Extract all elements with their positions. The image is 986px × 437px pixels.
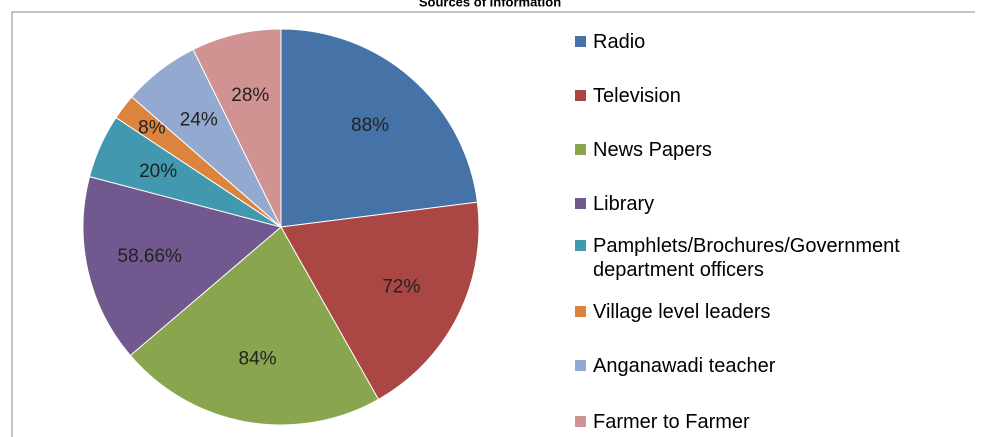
chart-title: Sources of Information <box>419 0 561 9</box>
pie-slice <box>280 201 480 401</box>
legend-label: Radio <box>593 31 646 53</box>
legend-swatch <box>575 198 586 209</box>
pie-slice <box>280 28 478 228</box>
legend-label: News Papers <box>593 139 712 161</box>
pie-slice <box>82 176 283 357</box>
pie-slice <box>129 226 380 426</box>
legend-swatch <box>575 144 586 155</box>
data-label: 72% <box>382 276 420 297</box>
legend-label: Library <box>593 193 655 215</box>
legend-item: Farmer to Farmer <box>575 410 975 434</box>
legend-item: Television <box>575 84 975 108</box>
plot-frame <box>11 11 975 437</box>
legend-item: News Papers <box>575 138 975 162</box>
legend-label: Television <box>593 85 681 107</box>
legend-swatch <box>575 360 586 371</box>
data-label: 8% <box>138 118 166 139</box>
legend-swatch <box>575 36 586 47</box>
data-label: 58.66% <box>118 246 183 267</box>
legend-label: Anganawadi teacher <box>593 355 776 377</box>
data-label: 88% <box>351 115 389 136</box>
legend-item: Radio <box>575 30 975 54</box>
legend-swatch <box>575 306 586 317</box>
legend-swatch <box>575 90 586 101</box>
data-label: 28% <box>231 85 269 106</box>
legend-item: Anganawadi teacher <box>575 354 975 378</box>
pie-slice <box>192 28 282 228</box>
legend-label: Pamphlets/Brochures/Government departmen… <box>593 235 900 281</box>
legend-label: Village level leaders <box>593 301 771 323</box>
legend-swatch <box>575 240 586 251</box>
data-label: 24% <box>180 109 218 130</box>
data-label: 84% <box>239 349 277 370</box>
legend-item: Pamphlets/Brochures/Government departmen… <box>575 234 975 282</box>
data-label: 20% <box>139 161 177 182</box>
legend-item: Village level leaders <box>575 300 975 324</box>
legend-item: Library <box>575 192 975 216</box>
legend-swatch <box>575 416 586 427</box>
legend-label: Farmer to Farmer <box>593 411 750 433</box>
